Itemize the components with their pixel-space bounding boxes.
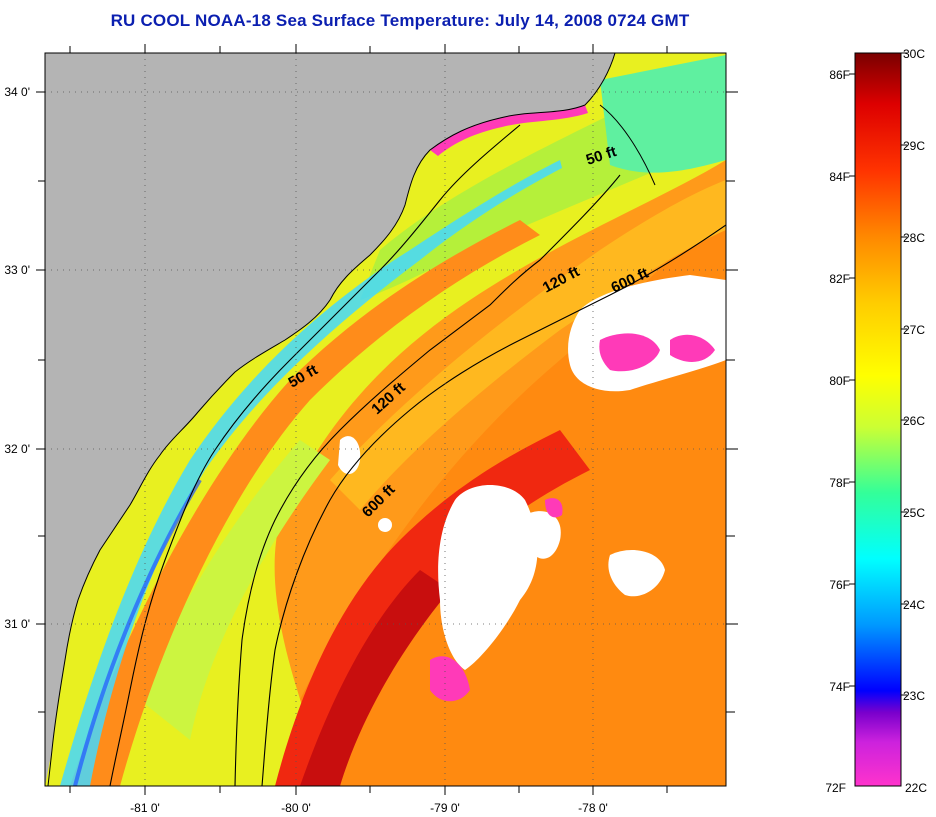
colorbar-label-24c: 24C: [903, 598, 925, 612]
lon-label-79: -79 0': [430, 801, 460, 815]
lat-label-33: 33 0': [4, 263, 30, 277]
coastline-cape: [599, 104, 656, 186]
colorbar-label-22c: 22C: [905, 781, 927, 795]
colorbar-label-30c: 30C: [903, 47, 925, 61]
coastal-land: [45, 53, 615, 786]
colorbar-label-84f: 84F: [829, 170, 850, 184]
colorbar: [855, 53, 901, 786]
green-patch-south: [140, 440, 330, 740]
graticule: [45, 53, 726, 786]
cloud-large: [438, 485, 538, 670]
isobath-50ft: [109, 124, 521, 786]
colorbar-label-27c: 27C: [903, 323, 925, 337]
gulf-stream-hot: [300, 570, 450, 786]
cloud-small-3: [608, 550, 665, 597]
lat-label-31: 31 0': [4, 617, 30, 631]
colorbar-label-86f: 86F: [829, 68, 850, 82]
colorbar-label-78f: 78F: [829, 476, 850, 490]
cool-water-north: [600, 55, 726, 173]
colorbar-label-74f: 74F: [829, 680, 850, 694]
colorbar-ticks: [849, 52, 907, 696]
colorbar-label-23c: 23C: [903, 689, 925, 703]
colorbar-label-72f: 72F: [825, 781, 846, 795]
isobath-600ft: [261, 224, 726, 786]
colorbar-label-26c: 26C: [903, 414, 925, 428]
map-title: RU COOL NOAA-18 Sea Surface Temperature:…: [110, 11, 690, 30]
coastal-cool-strip: [430, 105, 588, 156]
colorbar-label-29c: 29C: [903, 139, 925, 153]
map-area: [45, 53, 726, 786]
cloud-dot: [378, 518, 392, 532]
isobath-120ft: [234, 174, 621, 786]
lon-label-81: -81 0': [130, 801, 160, 815]
lon-label-80: -80 0': [281, 801, 311, 815]
cloud-small-1: [525, 511, 561, 559]
colorbar-label-80f: 80F: [829, 374, 850, 388]
colorbar-label-25c: 25C: [903, 506, 925, 520]
cloud-small-2: [338, 436, 361, 475]
lat-label-32: 32 0': [4, 442, 30, 456]
warm-band-mid: [330, 180, 726, 510]
coastline: [47, 53, 616, 786]
nearshore-warm-streak: [70, 220, 540, 786]
axis-ticks: [36, 44, 738, 795]
map-frame: [44, 52, 727, 787]
lon-label-78: -78 0': [578, 801, 608, 815]
colorbar-label-76f: 76F: [829, 578, 850, 592]
colorbar-label-28c: 28C: [903, 231, 925, 245]
lat-label-34: 34 0': [4, 85, 30, 99]
colorbar-label-82f: 82F: [829, 272, 850, 286]
